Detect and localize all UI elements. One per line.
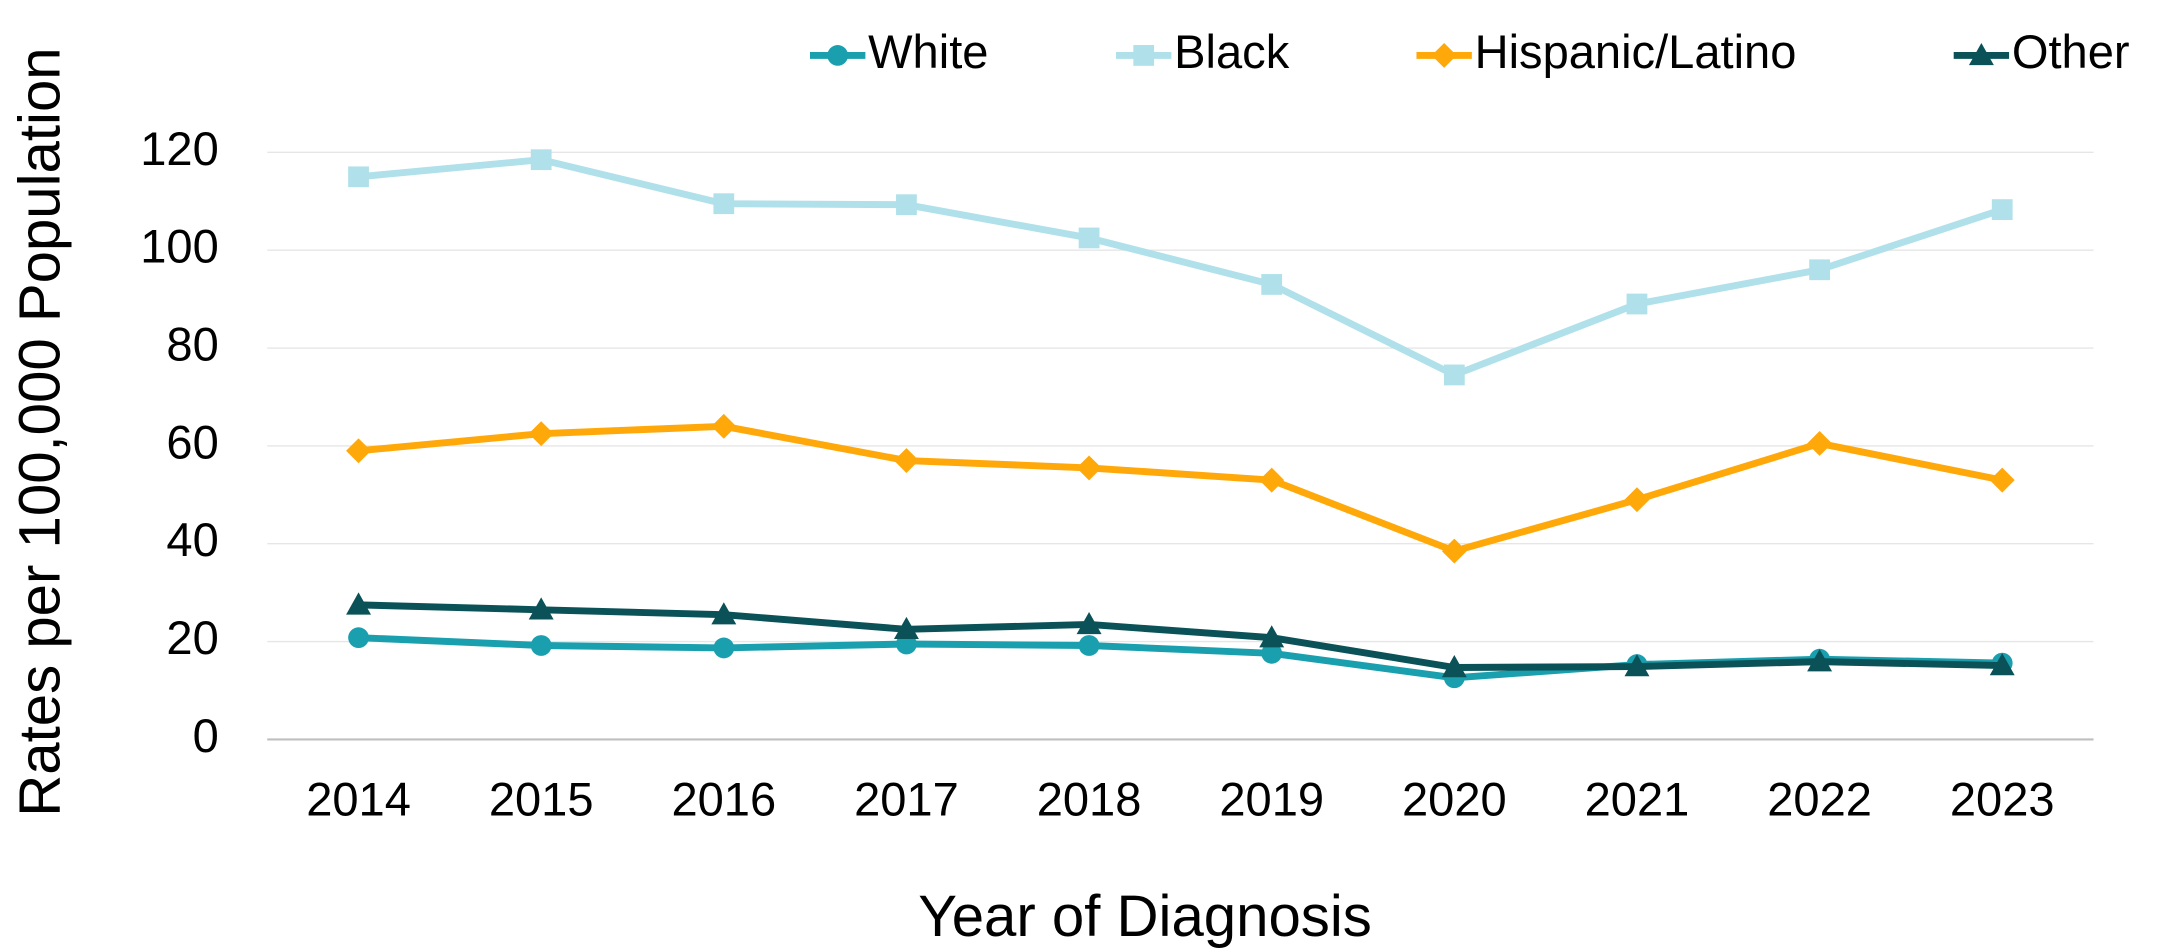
marker (1989, 653, 2015, 676)
legend-label: Hispanic/Latino (1475, 25, 1797, 78)
marker (528, 597, 554, 620)
series-line (358, 156, 2004, 379)
series-line (358, 634, 2003, 682)
marker (1624, 654, 1650, 677)
marker (530, 149, 552, 171)
marker (893, 616, 919, 640)
marker (1441, 655, 1467, 678)
marker (1259, 467, 1285, 493)
marker (713, 193, 735, 215)
marker (893, 448, 919, 474)
y-tick-label: 60 (166, 415, 218, 468)
marker (1431, 42, 1457, 68)
marker (1261, 642, 1283, 664)
marker (1968, 42, 1994, 66)
marker (1261, 274, 1283, 295)
marker (1807, 649, 1833, 672)
series-line (358, 422, 2003, 555)
marker (348, 627, 369, 649)
y-tick-label: 100 (140, 220, 219, 273)
marker (1626, 293, 1648, 315)
x-tick-label: 2020 (1402, 773, 1507, 826)
x-tick-label: 2014 (306, 773, 411, 826)
x-tick-label: 2018 (1037, 773, 1142, 826)
y-tick-label: 120 (140, 122, 219, 175)
marker (1809, 259, 1830, 281)
series-line (358, 601, 2003, 671)
x-tick-label: 2021 (1585, 773, 1690, 826)
y-axis-title: Rates per 100,000 Population (8, 47, 73, 816)
marker (1807, 430, 1833, 456)
marker (1076, 455, 1102, 481)
marker (1991, 199, 2013, 220)
marker (827, 45, 849, 66)
x-tick-label: 2016 (671, 773, 776, 826)
marker (1076, 611, 1102, 635)
marker (1989, 467, 2015, 493)
marker (711, 413, 737, 439)
y-tick-label: 20 (166, 611, 218, 664)
x-tick-label: 2023 (1950, 773, 2055, 826)
y-tick-label: 0 (193, 709, 219, 762)
marker (348, 166, 369, 188)
legend-label: Other (2012, 25, 2130, 78)
legend-label: White (868, 25, 988, 78)
marker (1443, 364, 1465, 386)
marker (346, 592, 372, 615)
marker (1259, 625, 1285, 648)
marker (713, 637, 735, 659)
legend-label: Black (1174, 25, 1290, 78)
marker (1133, 45, 1155, 66)
marker (1441, 538, 1467, 564)
x-tick-label: 2022 (1767, 773, 1872, 826)
marker (1078, 227, 1100, 249)
x-axis-title: Year of Diagnosis (918, 884, 1372, 949)
x-tick-label: 2015 (489, 773, 594, 826)
marker (346, 438, 372, 464)
marker (528, 421, 554, 447)
x-tick-label: 2017 (854, 773, 959, 826)
marker (1624, 487, 1650, 513)
y-tick-label: 80 (166, 317, 218, 370)
marker (711, 602, 737, 625)
marker (896, 194, 917, 216)
x-tick-label: 2019 (1219, 773, 1324, 826)
y-tick-label: 40 (166, 513, 218, 566)
marker (530, 635, 552, 656)
marker (1078, 635, 1100, 656)
